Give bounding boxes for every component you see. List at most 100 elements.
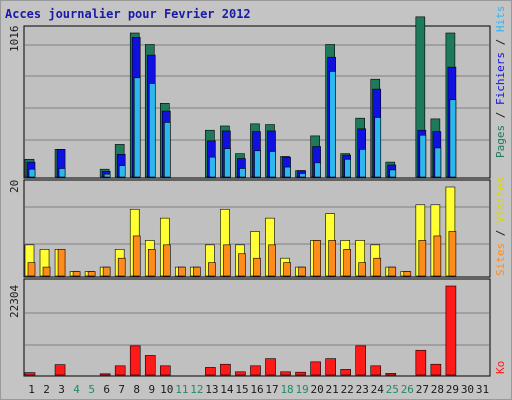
middle-bar-sites-day-12 <box>193 266 201 277</box>
middle-bar-sites-day-4 <box>72 271 81 277</box>
top-bar-hits-day-19 <box>299 173 306 178</box>
middle-bar-sites-day-9 <box>147 249 156 277</box>
top-legend-part-3: / <box>494 32 507 52</box>
bottom-panel <box>23 278 491 377</box>
bottom-bar-ko-day-13 <box>205 367 216 376</box>
bottom-bar-ko-day-15 <box>235 371 246 376</box>
bottom-bar-ko-day-29 <box>445 285 457 376</box>
x-label-day-31: 31 <box>476 383 489 396</box>
top-bar-hits-day-3 <box>58 168 66 178</box>
x-label-day-4: 4 <box>73 383 80 396</box>
top-bar-hits-day-7 <box>118 165 126 178</box>
bottom-bar-ko-day-27 <box>415 349 427 376</box>
top-bar-hits-day-8 <box>133 77 141 178</box>
x-label-day-20: 20 <box>311 383 324 396</box>
x-label-day-1: 1 <box>28 383 35 396</box>
x-axis-labels: 1 2 3 4 5 6 7 8 9 10 11 12 13 14 15 16 17 18 19 20 21 22 23 24 2… <box>28 383 489 396</box>
bottom-legend: Ko <box>494 361 507 374</box>
x-label-day-28: 28 <box>431 383 444 396</box>
x-label-day-14: 14 <box>220 383 234 396</box>
middle-bar-sites-day-11 <box>178 266 186 277</box>
middle-bar-sites-day-1 <box>27 262 36 277</box>
middle-legend-part-2: Visites <box>494 177 507 223</box>
top-bar-hits-day-27 <box>419 134 427 178</box>
bottom-bar-ko-day-19 <box>295 371 306 376</box>
legends: Pages / Fichiers / Hits Sites / Visites Ko <box>494 6 507 374</box>
bottom-bar-ko-day-28 <box>430 363 442 376</box>
middle-bar-sites-day-23 <box>358 262 367 277</box>
bottom-bar-ko-day-23 <box>355 345 367 376</box>
middle-bar-sites-day-16 <box>253 257 261 277</box>
x-label-day-22: 22 <box>341 383 354 396</box>
bottom-bar-ko-day-9 <box>144 355 156 376</box>
middle-bar-sites-day-20 <box>313 240 321 277</box>
middle-bar-sites-day-24 <box>373 257 382 277</box>
top-legend-part-0: Pages <box>494 125 507 158</box>
middle-bar-sites-day-28 <box>433 235 442 277</box>
x-label-day-23: 23 <box>356 383 369 396</box>
bottom-bar-ko-day-25 <box>385 373 397 376</box>
x-label-day-15: 15 <box>235 383 248 396</box>
top-bar-hits-day-10 <box>163 122 171 178</box>
middle-bar-sites-day-8 <box>132 235 141 277</box>
middle-legend-part-0: Sites <box>494 243 507 276</box>
y-max-labels: 1016 20 22304 <box>8 26 21 319</box>
bottom-bar-ko-day-18 <box>280 371 291 376</box>
top-bar-hits-day-17 <box>269 151 276 178</box>
top-legend-part-4: Hits <box>494 6 507 33</box>
top-bar-hits-day-13 <box>209 156 216 178</box>
top-bar-hits-day-18 <box>284 166 291 178</box>
middle-bar-sites-day-2 <box>42 266 51 277</box>
middle-bar-sites-day-15 <box>238 253 246 277</box>
top-bar-hits-day-24 <box>374 117 382 178</box>
x-label-day-18: 18 <box>280 383 293 396</box>
top-bar-hits-day-16 <box>254 150 261 178</box>
x-label-day-5: 5 <box>88 383 95 396</box>
bottom-bar-ko-day-3 <box>54 364 66 376</box>
x-label-day-26: 26 <box>401 383 414 396</box>
x-label-day-27: 27 <box>416 383 429 396</box>
bottom-bar-ko-day-20 <box>310 361 321 376</box>
middle-legend-part-1: / <box>494 223 507 243</box>
top-bar-hits-day-21 <box>329 71 336 178</box>
bars <box>24 16 457 376</box>
middle-bar-sites-day-3 <box>57 249 66 277</box>
top-y-max-label: 1016 <box>8 26 21 53</box>
middle-bar-sites-day-18 <box>283 262 291 277</box>
bottom-bar-ko-day-6 <box>99 373 111 376</box>
middle-bar-sites-day-13 <box>208 262 216 277</box>
chart-title: Acces journalier pour Fevrier 2012 <box>5 7 251 21</box>
x-label-day-2: 2 <box>43 383 50 396</box>
top-bar-hits-day-29 <box>449 99 457 178</box>
top-bar-hits-day-15 <box>239 168 246 178</box>
x-label-day-6: 6 <box>103 383 110 396</box>
middle-bar-sites-day-21 <box>328 240 336 277</box>
middle-bar-sites-day-17 <box>268 244 276 277</box>
bottom-bar-ko-day-14 <box>220 363 231 376</box>
x-label-day-16: 16 <box>250 383 263 396</box>
middle-bar-sites-day-10 <box>162 244 171 277</box>
panels <box>23 25 491 377</box>
bottom-bar-ko-day-8 <box>129 345 141 376</box>
middle-bar-sites-day-25 <box>388 266 397 277</box>
top-legend-part-2: Fichiers <box>494 52 507 105</box>
x-label-day-7: 7 <box>118 383 125 396</box>
bottom-bar-ko-day-16 <box>250 365 261 376</box>
bottom-bar-ko-day-1 <box>24 372 36 376</box>
bottom-bar-ko-day-17 <box>265 358 276 376</box>
top-bar-hits-day-14 <box>224 148 231 178</box>
top-bar-hits-day-6 <box>103 173 111 178</box>
middle-bar-sites-day-5 <box>87 271 96 277</box>
top-bar-hits-day-20 <box>314 162 321 178</box>
middle-bar-sites-day-19 <box>298 266 306 277</box>
top-bar-hits-day-23 <box>359 149 367 178</box>
bottom-bar-ko-day-10 <box>159 365 171 376</box>
top-legend: Pages / Fichiers / Hits <box>494 6 507 158</box>
middle-legend: Sites / Visites <box>494 177 507 276</box>
x-label-day-29: 29 <box>446 383 459 396</box>
top-legend-part-1: / <box>494 105 507 125</box>
middle-bar-sites-day-26 <box>403 271 412 277</box>
top-bar-hits-day-25 <box>389 169 397 178</box>
top-bar-hits-day-22 <box>344 158 351 178</box>
